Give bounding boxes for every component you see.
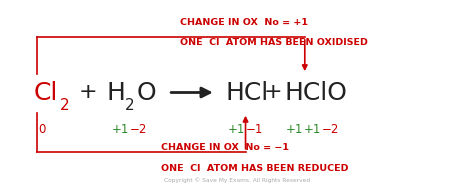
Text: +1: +1 <box>304 123 321 136</box>
Text: O: O <box>137 80 156 105</box>
Text: −2: −2 <box>129 123 147 136</box>
Text: +: + <box>78 83 97 102</box>
Text: +1: +1 <box>111 123 129 136</box>
Text: +1: +1 <box>228 123 245 136</box>
Text: ONE  Cl  ATOM HAS BEEN REDUCED: ONE Cl ATOM HAS BEEN REDUCED <box>161 164 349 173</box>
Text: Copyright © Save My Exams. All Rights Reserved: Copyright © Save My Exams. All Rights Re… <box>164 178 310 183</box>
Text: 0: 0 <box>38 123 46 136</box>
Text: H: H <box>107 80 126 105</box>
Text: Cl: Cl <box>33 80 57 105</box>
Text: 2: 2 <box>125 98 134 113</box>
Text: HCl: HCl <box>225 80 268 105</box>
Text: −2: −2 <box>322 123 339 136</box>
Text: +: + <box>263 83 282 102</box>
Text: CHANGE IN OX  No = −1: CHANGE IN OX No = −1 <box>161 144 289 152</box>
Text: +1: +1 <box>286 123 303 136</box>
Text: CHANGE IN OX  No = +1: CHANGE IN OX No = +1 <box>180 18 308 27</box>
Text: HClO: HClO <box>284 80 347 105</box>
Text: 2: 2 <box>60 98 70 113</box>
Text: −1: −1 <box>246 123 263 136</box>
Text: ONE  Cl  ATOM HAS BEEN OXIDISED: ONE Cl ATOM HAS BEEN OXIDISED <box>180 38 368 47</box>
